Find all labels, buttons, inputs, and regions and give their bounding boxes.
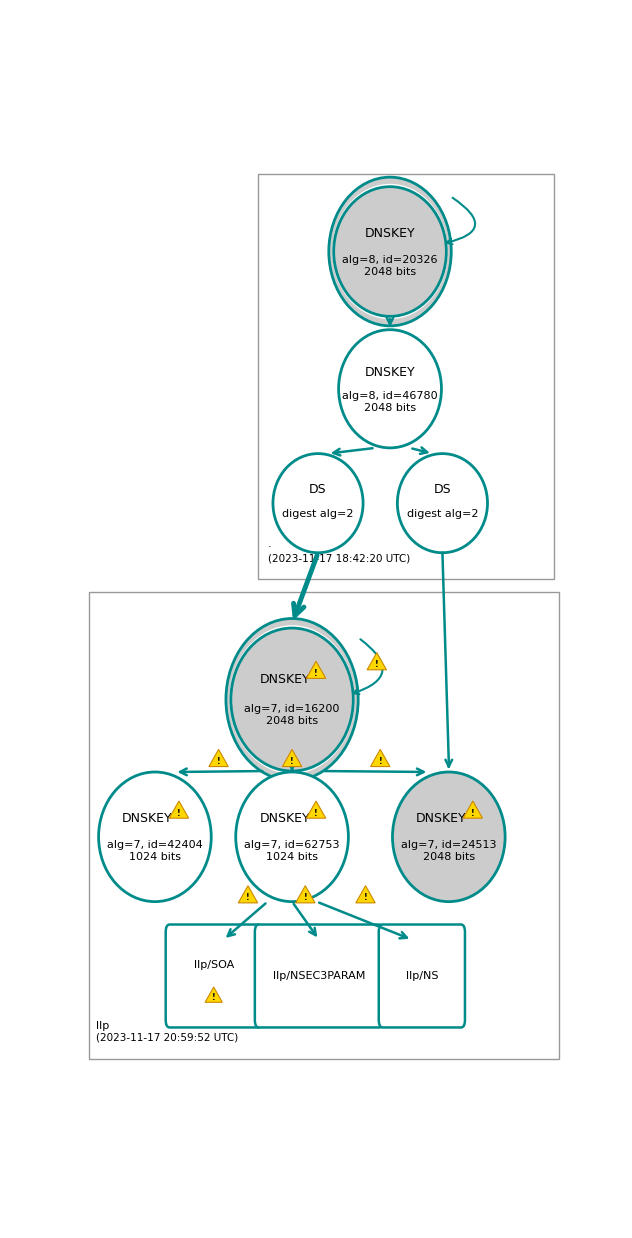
Text: !: ! — [177, 808, 181, 817]
Text: alg=7, id=16200
2048 bits: alg=7, id=16200 2048 bits — [245, 704, 340, 725]
Ellipse shape — [273, 453, 363, 552]
Ellipse shape — [229, 625, 355, 774]
Text: (2023-11-17 18:42:20 UTC): (2023-11-17 18:42:20 UTC) — [267, 553, 410, 563]
Polygon shape — [370, 749, 390, 766]
Bar — [88, 592, 559, 1058]
Polygon shape — [205, 987, 222, 1003]
Text: DNSKEY: DNSKEY — [122, 812, 173, 826]
Text: alg=8, id=20326
2048 bits: alg=8, id=20326 2048 bits — [343, 255, 438, 276]
Text: !: ! — [212, 993, 216, 1003]
Text: DNSKEY: DNSKEY — [416, 812, 466, 826]
Ellipse shape — [339, 329, 441, 448]
Text: alg=8, id=46780
2048 bits: alg=8, id=46780 2048 bits — [342, 391, 438, 412]
Polygon shape — [463, 801, 482, 818]
Text: !: ! — [379, 756, 382, 766]
Polygon shape — [283, 749, 301, 766]
Polygon shape — [169, 801, 188, 818]
FancyBboxPatch shape — [166, 925, 262, 1028]
Text: DNSKEY: DNSKEY — [365, 365, 415, 379]
Polygon shape — [307, 801, 325, 818]
Ellipse shape — [226, 619, 358, 781]
Text: digest alg=2: digest alg=2 — [406, 509, 478, 519]
Ellipse shape — [332, 183, 448, 319]
Ellipse shape — [231, 628, 353, 771]
Text: !: ! — [217, 756, 221, 766]
Polygon shape — [209, 749, 228, 766]
Ellipse shape — [99, 773, 211, 901]
Text: !: ! — [303, 894, 307, 903]
Text: !: ! — [364, 894, 367, 903]
Text: DNSKEY: DNSKEY — [259, 673, 310, 686]
Text: DNSKEY: DNSKEY — [365, 227, 415, 240]
Text: !: ! — [471, 808, 475, 817]
Text: !: ! — [314, 808, 318, 817]
Text: (2023-11-17 20:59:52 UTC): (2023-11-17 20:59:52 UTC) — [96, 1032, 238, 1042]
Text: alg=7, id=42404
1024 bits: alg=7, id=42404 1024 bits — [107, 841, 203, 862]
Text: !: ! — [290, 756, 294, 766]
FancyBboxPatch shape — [255, 925, 383, 1028]
Polygon shape — [367, 652, 387, 670]
Text: alg=7, id=62753
1024 bits: alg=7, id=62753 1024 bits — [245, 841, 340, 862]
Text: .: . — [267, 539, 271, 548]
Text: llp: llp — [96, 1021, 109, 1031]
Ellipse shape — [392, 773, 505, 901]
Ellipse shape — [334, 187, 446, 317]
FancyBboxPatch shape — [379, 925, 465, 1028]
Polygon shape — [356, 885, 375, 903]
Text: llp/NSEC3PARAM: llp/NSEC3PARAM — [273, 971, 365, 980]
Text: digest alg=2: digest alg=2 — [283, 509, 354, 519]
Text: DS: DS — [309, 483, 327, 495]
Text: !: ! — [246, 894, 250, 903]
Bar — [258, 175, 554, 579]
Polygon shape — [296, 885, 315, 903]
Text: alg=7, id=24513
2048 bits: alg=7, id=24513 2048 bits — [401, 841, 497, 862]
Text: DS: DS — [434, 483, 451, 495]
Ellipse shape — [329, 177, 451, 326]
Text: llp/NS: llp/NS — [406, 971, 438, 980]
Polygon shape — [238, 885, 258, 903]
Text: llp/SOA: llp/SOA — [193, 959, 234, 969]
Polygon shape — [307, 661, 325, 678]
Ellipse shape — [398, 453, 487, 552]
Text: !: ! — [375, 660, 379, 670]
Ellipse shape — [236, 773, 348, 901]
Text: DNSKEY: DNSKEY — [259, 812, 310, 826]
Text: !: ! — [314, 669, 318, 677]
